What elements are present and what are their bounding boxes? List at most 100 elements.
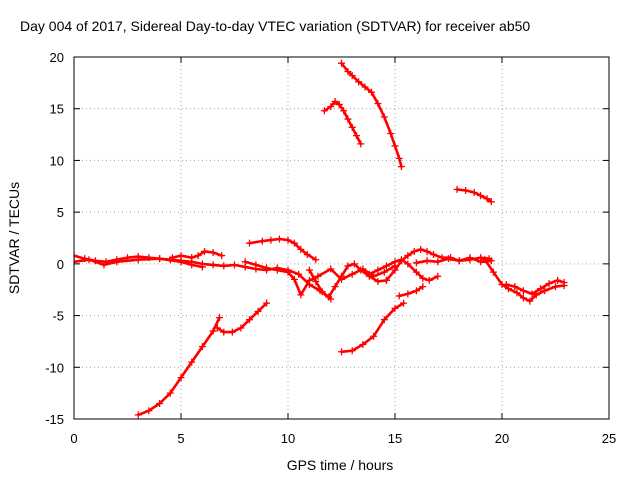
- data-point: [305, 266, 313, 274]
- x-axis-label: GPS time / hours: [287, 457, 394, 473]
- data-point: [198, 263, 206, 271]
- data-point: [374, 266, 382, 274]
- data-point: [430, 251, 438, 259]
- data-point: [295, 270, 303, 278]
- series-line: [248, 237, 318, 261]
- data-point: [220, 262, 228, 270]
- x-tick-label: 25: [602, 431, 616, 446]
- series-trace-high-short: [320, 97, 365, 148]
- data-point: [417, 245, 425, 253]
- data-point: [209, 327, 217, 335]
- data-point: [228, 328, 236, 336]
- data-point: [245, 316, 253, 324]
- data-point: [198, 343, 206, 351]
- data-point: [267, 236, 275, 244]
- data-point: [188, 261, 196, 269]
- series-trace-flat-18h: [412, 254, 495, 267]
- data-point: [273, 266, 281, 274]
- data-point: [338, 348, 345, 356]
- series-trace-mid-high: [453, 185, 495, 206]
- data-point: [188, 358, 196, 366]
- data-point: [511, 283, 519, 291]
- data-point: [275, 235, 283, 243]
- series-trace-rise-20h: [502, 276, 568, 298]
- data-point: [284, 268, 292, 276]
- y-axis-label: SDTVAR / TECUs: [6, 182, 22, 294]
- y-tick-label: 5: [57, 205, 64, 220]
- data-point: [357, 266, 365, 274]
- data-point: [252, 261, 260, 269]
- x-tick-label: 10: [281, 431, 295, 446]
- data-point: [312, 256, 320, 264]
- series-trace-wave-14h: [365, 256, 442, 284]
- plot-frame: [73, 56, 610, 420]
- data-point: [338, 59, 345, 67]
- data-point: [348, 270, 356, 278]
- data-point: [466, 254, 474, 262]
- series-trace-low-hook: [213, 299, 271, 336]
- data-point: [434, 272, 442, 280]
- data-point: [370, 332, 378, 340]
- data-point: [434, 258, 442, 266]
- data-point: [85, 256, 93, 264]
- data-point: [481, 256, 489, 264]
- series-line: [483, 258, 566, 303]
- data-point: [537, 285, 545, 293]
- data-point: [305, 276, 313, 284]
- data-point: [325, 293, 333, 301]
- data-point: [327, 265, 335, 273]
- series-line: [398, 285, 425, 298]
- series-trace-high-long: [338, 59, 405, 171]
- data-point: [423, 247, 431, 255]
- data-point: [338, 272, 345, 280]
- data-point: [380, 268, 388, 276]
- x-tick-label: 20: [495, 431, 509, 446]
- data-point: [340, 107, 348, 115]
- data-point: [344, 67, 352, 75]
- data-point: [419, 274, 427, 282]
- data-point: [290, 275, 298, 283]
- data-point: [502, 281, 510, 289]
- x-tick-label: 5: [177, 431, 184, 446]
- data-point: [410, 247, 418, 255]
- data-point: [387, 130, 395, 138]
- data-point: [397, 257, 405, 265]
- data-point: [477, 258, 485, 266]
- y-tick-label: 0: [57, 257, 64, 272]
- data-point: [455, 257, 463, 265]
- data-point: [391, 266, 399, 274]
- data-point: [348, 123, 356, 131]
- data-series: [74, 59, 568, 419]
- x-tick-label: 15: [388, 431, 402, 446]
- data-point: [395, 154, 403, 162]
- data-point: [100, 261, 108, 269]
- data-point: [470, 188, 478, 196]
- data-point: [241, 258, 249, 266]
- x-tick-label: 0: [70, 431, 77, 446]
- data-point: [462, 186, 470, 194]
- data-point: [391, 258, 399, 266]
- y-tick-label: 10: [50, 153, 64, 168]
- series-line: [136, 316, 221, 417]
- data-point: [425, 276, 433, 284]
- data-point: [412, 259, 420, 267]
- data-point: [209, 261, 217, 269]
- data-point: [237, 324, 245, 332]
- data-point: [156, 399, 164, 407]
- data-point: [483, 195, 491, 203]
- series-trace-low-rise: [134, 314, 224, 419]
- data-point: [201, 247, 209, 255]
- data-point: [554, 276, 562, 284]
- data-point: [355, 78, 363, 86]
- data-point: [348, 347, 356, 355]
- data-point: [423, 257, 431, 265]
- data-point: [156, 255, 164, 263]
- data-point: [404, 252, 412, 260]
- data-point: [560, 278, 568, 286]
- data-point: [453, 185, 461, 193]
- data-point: [477, 192, 485, 200]
- data-point: [519, 294, 527, 302]
- data-point: [397, 163, 405, 171]
- series-group: [74, 59, 568, 419]
